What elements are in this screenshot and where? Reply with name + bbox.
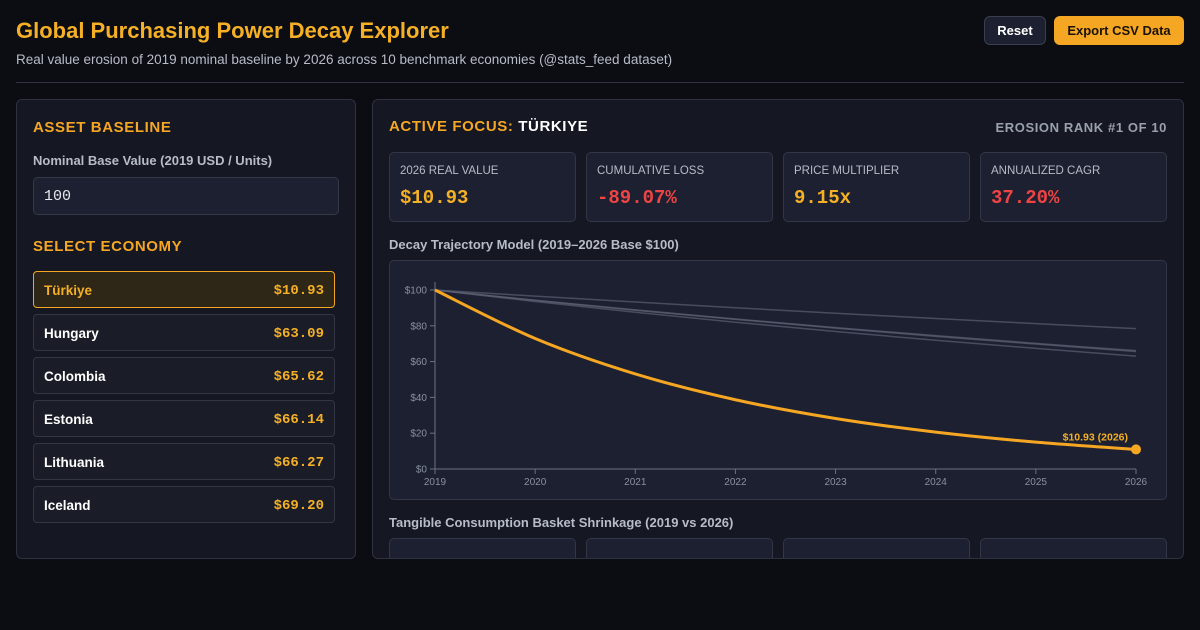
- economy-value: $69.20: [273, 498, 324, 514]
- asset-baseline-panel: ASSET BASELINE Nominal Base Value (2019 …: [16, 99, 356, 559]
- y-tick-label: $60: [410, 357, 427, 368]
- stat-value: -89.07%: [597, 187, 677, 209]
- comparison-series-line: [434, 289, 1137, 330]
- economy-name: Lithuania: [44, 455, 104, 470]
- x-tick-label: 2022: [724, 477, 747, 488]
- chart-title: Decay Trajectory Model (2019–2026 Base $…: [389, 237, 679, 252]
- economy-item-lithuania[interactable]: Lithuania $66.27: [33, 443, 335, 480]
- basket-card: [586, 538, 773, 558]
- x-tick-label: 2021: [624, 477, 647, 488]
- y-tick-label: $20: [410, 429, 427, 440]
- economy-value: $63.09: [273, 326, 324, 342]
- stat-label: CUMULATIVE LOSS: [597, 165, 705, 177]
- stat-card-real-value: 2026 REAL VALUE $10.93: [389, 152, 576, 222]
- stat-value: $10.93: [400, 187, 469, 209]
- economy-item-hungary[interactable]: Hungary $63.09: [33, 314, 335, 351]
- base-value-input[interactable]: [33, 177, 339, 215]
- page-title: Global Purchasing Power Decay Explorer: [16, 18, 449, 43]
- decay-chart: $0 $20 $40 $60 $80 $100 2019 2020 2021 2022 2023 20…: [405, 282, 1148, 488]
- base-value-label: Nominal Base Value (2019 USD / Units): [33, 153, 273, 168]
- erosion-rank: EROSION RANK #1 OF 10: [995, 120, 1167, 135]
- focus-panel: ACTIVE FOCUS: TÜRKIYE EROSION RANK #1 OF…: [372, 99, 1184, 559]
- economy-item-t-rkiye[interactable]: Türkiye $10.93: [33, 271, 335, 308]
- end-value-annotation: $10.93 (2026): [1063, 431, 1128, 443]
- stat-label: PRICE MULTIPLIER: [794, 165, 900, 177]
- active-focus-heading: ACTIVE FOCUS: TÜRKIYE: [389, 118, 588, 135]
- stat-card-annualized-cagr: ANNUALIZED CAGR 37.20%: [980, 152, 1167, 222]
- focus-series-line: [434, 288, 1137, 451]
- x-tick-label: 2024: [925, 477, 948, 488]
- basket-card: [783, 538, 970, 558]
- basket-card: [389, 538, 576, 558]
- economy-name: Hungary: [44, 326, 99, 341]
- economy-name: Türkiye: [44, 283, 93, 298]
- y-tick-label: $40: [410, 393, 427, 404]
- stat-label: 2026 REAL VALUE: [400, 165, 499, 177]
- stat-label: ANNUALIZED CAGR: [991, 165, 1101, 177]
- stat-value: 9.15x: [794, 187, 852, 209]
- economy-value: $66.27: [273, 455, 324, 471]
- page-header: Global Purchasing Power Decay Explorer R…: [16, 16, 1184, 83]
- economy-list: Türkiye $10.93 Hungary $63.09 Colombia $65.62…: [33, 271, 335, 529]
- page-subtitle: Real value erosion of 2019 nominal basel…: [16, 52, 673, 67]
- comparison-series-line: [434, 289, 1137, 352]
- y-tick-label: $0: [416, 465, 428, 476]
- economy-name: Estonia: [44, 412, 93, 427]
- economy-item-iceland[interactable]: Iceland $69.20: [33, 486, 335, 523]
- economy-item-estonia[interactable]: Estonia $66.14: [33, 400, 335, 437]
- economy-value: $65.62: [273, 369, 324, 385]
- economy-value: $10.93: [273, 283, 324, 299]
- economy-name: Iceland: [44, 498, 91, 513]
- economy-item-colombia[interactable]: Colombia $65.62: [33, 357, 335, 394]
- economy-name: Colombia: [44, 369, 106, 384]
- active-focus-label: ACTIVE FOCUS:: [389, 118, 514, 135]
- stat-card-cumulative-loss: CUMULATIVE LOSS -89.07%: [586, 152, 773, 222]
- economy-value: $66.14: [273, 412, 324, 428]
- decay-chart-container: $0 $20 $40 $60 $80 $100 2019 2020 2021 2022 2023 20…: [389, 260, 1167, 500]
- focus-end-point: [1131, 444, 1141, 455]
- active-focus-country: TÜRKIYE: [518, 118, 589, 135]
- stat-card-price-multiplier: PRICE MULTIPLIER 9.15x: [783, 152, 970, 222]
- asset-baseline-title: ASSET BASELINE: [33, 119, 172, 136]
- stat-value: 37.20%: [991, 187, 1060, 209]
- y-tick-label: $80: [410, 321, 427, 332]
- export-csv-button[interactable]: Export CSV Data: [1054, 16, 1184, 45]
- x-tick-label: 2019: [424, 477, 447, 488]
- x-tick-label: 2025: [1025, 477, 1048, 488]
- x-tick-label: 2026: [1125, 477, 1148, 488]
- select-economy-title: SELECT ECONOMY: [33, 238, 183, 255]
- x-tick-label: 2020: [524, 477, 547, 488]
- x-tick-label: 2023: [824, 477, 847, 488]
- reset-button[interactable]: Reset: [984, 16, 1046, 45]
- y-tick-label: $100: [405, 286, 428, 297]
- basket-card: [980, 538, 1167, 558]
- comparison-series-line: [434, 289, 1137, 357]
- basket-title: Tangible Consumption Basket Shrinkage (2…: [389, 515, 734, 530]
